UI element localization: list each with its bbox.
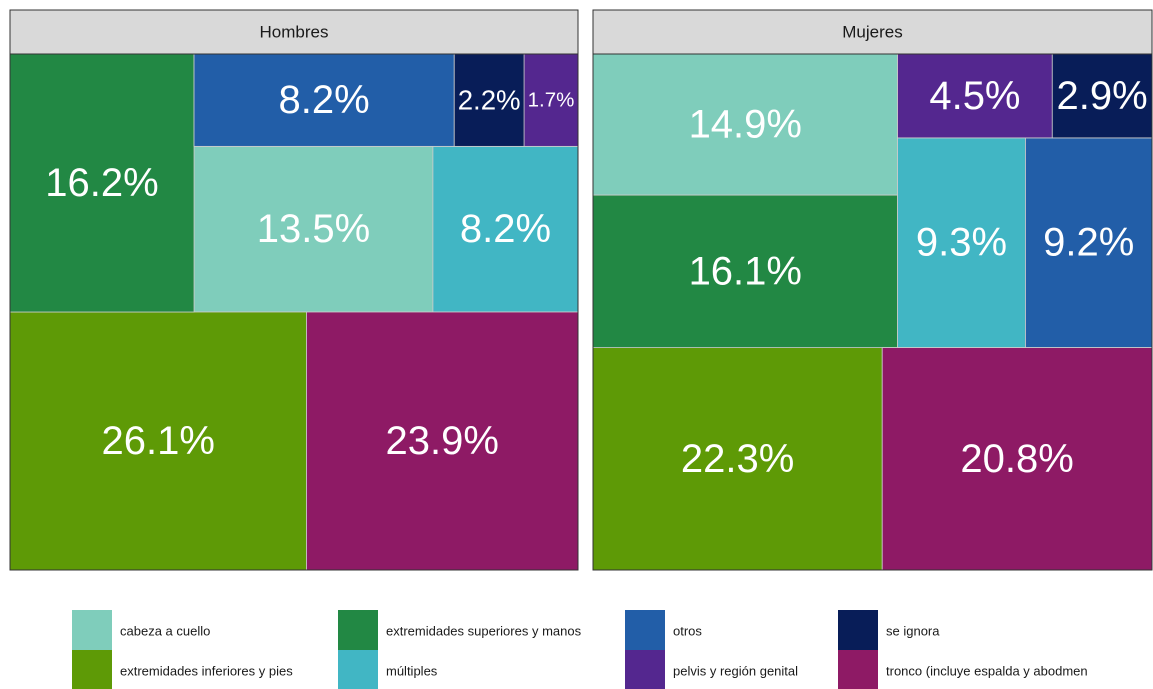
value-label: 13.5% bbox=[257, 207, 370, 251]
treemap-cell bbox=[592, 53, 898, 196]
value-label: 20.8% bbox=[960, 437, 1073, 481]
panel-border bbox=[9, 53, 579, 571]
legend-swatch bbox=[72, 610, 112, 650]
legend-label: pelvis y región genital bbox=[673, 664, 798, 679]
panel-title: Mujeres bbox=[842, 23, 902, 42]
value-label: 2.2% bbox=[458, 85, 521, 116]
value-label: 8.2% bbox=[279, 78, 370, 122]
value-label: 16.2% bbox=[45, 161, 158, 205]
legend-swatch bbox=[338, 650, 378, 689]
legend-label: extremidades superiores y manos bbox=[386, 624, 582, 639]
value-label: 2.9% bbox=[1057, 74, 1148, 118]
legend-swatch bbox=[72, 650, 112, 689]
legend-label: extremidades inferiores y pies bbox=[120, 664, 293, 679]
treemap-cell bbox=[897, 137, 1026, 349]
value-label: 23.9% bbox=[386, 419, 499, 463]
value-label: 4.5% bbox=[929, 74, 1020, 118]
treemap-cell bbox=[523, 53, 579, 147]
legend-label: otros bbox=[673, 624, 702, 639]
legend-swatch bbox=[625, 610, 665, 650]
panel-border bbox=[592, 53, 1153, 571]
legend-label: tronco (incluye espalda y abodmen bbox=[886, 664, 1088, 679]
legend-label: se ignora bbox=[886, 624, 940, 639]
treemap-cell bbox=[592, 347, 883, 571]
treemap-cell bbox=[881, 347, 1153, 571]
treemap-cell bbox=[592, 194, 898, 349]
value-label: 8.2% bbox=[460, 207, 551, 251]
strip bbox=[9, 9, 579, 55]
treemap-cell bbox=[1025, 137, 1153, 349]
treemap-cell bbox=[453, 53, 525, 147]
treemap-cell bbox=[193, 145, 434, 313]
legend-label: múltiples bbox=[386, 664, 438, 679]
value-label: 14.9% bbox=[689, 103, 802, 147]
value-label: 1.7% bbox=[528, 89, 575, 112]
value-label: 9.3% bbox=[916, 221, 1007, 265]
legend-swatch bbox=[838, 610, 878, 650]
strip bbox=[592, 9, 1153, 55]
value-label: 9.2% bbox=[1043, 221, 1134, 265]
legend-swatch bbox=[838, 650, 878, 689]
value-label: 26.1% bbox=[102, 419, 215, 463]
value-label: 22.3% bbox=[681, 437, 794, 481]
legend-swatch bbox=[338, 610, 378, 650]
legend-swatch bbox=[625, 650, 665, 689]
treemap-cell bbox=[9, 53, 195, 313]
panel-title: Hombres bbox=[260, 23, 329, 42]
legend-label: cabeza a cuello bbox=[120, 624, 210, 639]
treemap-cell bbox=[432, 145, 579, 313]
treemap-cell bbox=[193, 53, 455, 147]
value-label: 16.1% bbox=[689, 249, 802, 293]
